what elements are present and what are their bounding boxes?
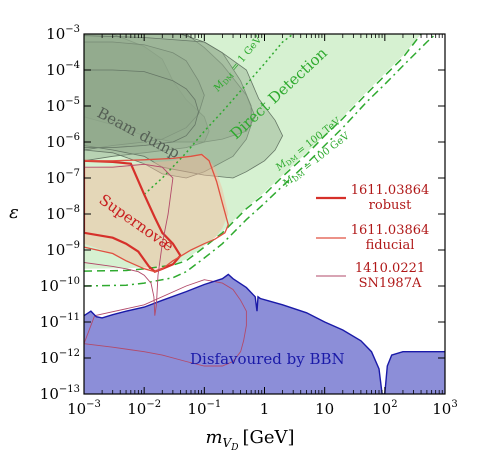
bbn-region xyxy=(84,274,445,394)
x-axis-label: mVD [GeV] xyxy=(205,427,294,453)
y-tick-label: 10−10 xyxy=(40,276,80,295)
x-tick-label: 10−3 xyxy=(67,399,101,418)
plot-curves xyxy=(84,34,445,394)
beam-dump-region-6 xyxy=(84,69,199,149)
y-tick-label: 10−8 xyxy=(46,204,80,223)
legend-label: 1410.0221 xyxy=(355,261,425,276)
legend: 1611.03864robust1611.03864fiducial1410.0… xyxy=(316,183,429,291)
x-tick-label: 102 xyxy=(372,399,397,418)
x-tick-label: 10−1 xyxy=(187,399,221,418)
y-tick-label: 10−5 xyxy=(46,96,80,115)
y-tick-label: 10−11 xyxy=(40,312,80,331)
beam-dump-region-4 xyxy=(84,41,205,151)
y-tick-label: 10−4 xyxy=(46,60,80,79)
x-tick-label: 10 xyxy=(315,400,334,418)
direct-detection-region xyxy=(84,34,445,269)
legend-label: 1611.03864 xyxy=(351,223,430,238)
supernova-contour-2 xyxy=(84,153,229,273)
x-tick-label: 10−2 xyxy=(127,399,161,418)
bbn-boundary xyxy=(84,273,445,394)
legend-label: 1611.03864 xyxy=(351,183,430,198)
y-tick-label: 10−12 xyxy=(40,348,80,367)
beam-dump-region-2 xyxy=(84,34,256,143)
y-tick-label: 10−9 xyxy=(46,240,80,259)
beam-dump-region-1 xyxy=(84,34,210,162)
dd-curve-dashdot xyxy=(84,34,437,287)
x-tick-label: 1 xyxy=(260,400,270,418)
legend-sublabel: fiducial xyxy=(366,238,415,253)
supernova-region xyxy=(84,154,229,272)
bbn-label: Disfavoured by BBN xyxy=(190,350,345,368)
legend-sublabel: robust xyxy=(369,198,412,213)
y-axis-label: ε xyxy=(9,202,19,223)
y-tick-label: 10−6 xyxy=(46,132,80,151)
y-tick-label: 10−3 xyxy=(46,24,80,43)
supernova-contour-3 xyxy=(84,163,174,316)
axis-ticks: 10−3 10−2 10−1 1 10 102 10310−310−410−510−610−… xyxy=(40,24,458,418)
y-tick-label: 10−13 xyxy=(40,384,80,403)
supernova-contour-1 xyxy=(84,159,182,273)
legend-sublabel: SN1987A xyxy=(359,276,422,291)
x-tick-label: 103 xyxy=(432,399,457,418)
sn1987a-lower-contour xyxy=(84,279,247,367)
y-tick-label: 10−7 xyxy=(46,168,80,187)
dd-curve-dashed xyxy=(84,34,422,272)
plot-regions xyxy=(84,34,445,394)
dd-curve-dotted xyxy=(143,34,294,195)
